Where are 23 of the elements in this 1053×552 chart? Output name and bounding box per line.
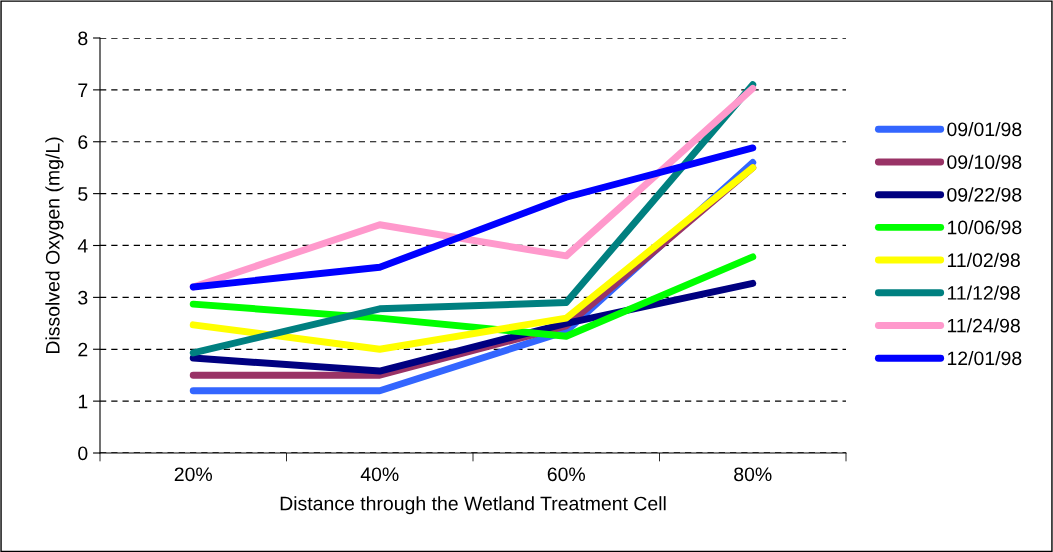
legend-label: 11/02/98 [947, 252, 1020, 268]
y-tick-label: 3 [78, 290, 88, 305]
y-tick-label: 5 [78, 187, 88, 201]
legend-label: 11/24/98 [947, 318, 1020, 333]
y-tick-label: 7 [78, 83, 88, 97]
y-tick-label: 2 [78, 342, 88, 357]
legend-label: 09/22/98 [947, 187, 1022, 202]
legend-label: 12/01/98 [947, 350, 1022, 366]
y-tick-label: 0 [78, 446, 88, 461]
y-axis-title: Dissolved Oxygen (mg/L) [45, 137, 64, 354]
y-tick-label: 1 [78, 394, 88, 409]
x-tick-label: 20% [174, 467, 213, 482]
legend-label: 09/01/98 [947, 121, 1022, 137]
x-tick-label: 80% [734, 467, 772, 482]
x-tick-label: 40% [360, 467, 399, 482]
y-tick-label: 8 [78, 31, 88, 46]
x-tick-label: 60% [547, 467, 586, 482]
y-tick-label: 4 [77, 239, 88, 253]
legend-label: 09/10/98 [947, 154, 1022, 169]
legend-label: 11/12/98 [947, 285, 1020, 300]
legend-label: 10/06/98 [947, 220, 1022, 235]
x-axis-title: Distance through the Wetland Treatment Cell [280, 496, 666, 515]
y-tick-label: 6 [78, 135, 88, 149]
